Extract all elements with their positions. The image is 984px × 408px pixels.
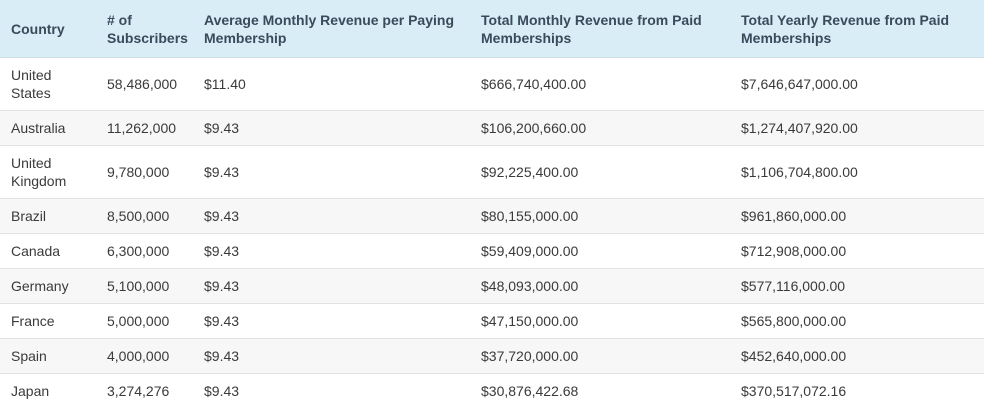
cell-total-monthly-revenue: $30,876,422.68 [471, 374, 731, 408]
cell-total-yearly-revenue: $712,908,000.00 [731, 234, 984, 269]
cell-subscribers: 58,486,000 [97, 58, 194, 111]
cell-total-yearly-revenue: $1,274,407,920.00 [731, 111, 984, 146]
cell-avg-monthly-revenue: $9.43 [194, 199, 471, 234]
cell-country: Canada [0, 234, 97, 269]
table-row: Canada 6,300,000 $9.43 $59,409,000.00 $7… [0, 234, 984, 269]
table-row: Japan 3,274,276 $9.43 $30,876,422.68 $37… [0, 374, 984, 408]
cell-country: Brazil [0, 199, 97, 234]
cell-subscribers: 5,000,000 [97, 304, 194, 339]
table-row: France 5,000,000 $9.43 $47,150,000.00 $5… [0, 304, 984, 339]
cell-total-monthly-revenue: $80,155,000.00 [471, 199, 731, 234]
cell-subscribers: 3,274,276 [97, 374, 194, 408]
cell-total-monthly-revenue: $59,409,000.00 [471, 234, 731, 269]
cell-avg-monthly-revenue: $9.43 [194, 146, 471, 199]
table-body: United States 58,486,000 $11.40 $666,740… [0, 58, 984, 408]
cell-country: Australia [0, 111, 97, 146]
cell-total-yearly-revenue: $370,517,072.16 [731, 374, 984, 408]
table-row: Germany 5,100,000 $9.43 $48,093,000.00 $… [0, 269, 984, 304]
cell-country: Japan [0, 374, 97, 408]
cell-subscribers: 11,262,000 [97, 111, 194, 146]
cell-total-monthly-revenue: $48,093,000.00 [471, 269, 731, 304]
table-row: United Kingdom 9,780,000 $9.43 $92,225,4… [0, 146, 984, 199]
header-subscribers: # of Subscribers [97, 0, 194, 58]
cell-subscribers: 4,000,000 [97, 339, 194, 374]
header-total-monthly-revenue: Total Monthly Revenue from Paid Membersh… [471, 0, 731, 58]
cell-total-monthly-revenue: $47,150,000.00 [471, 304, 731, 339]
header-row: Country # of Subscribers Average Monthly… [0, 0, 984, 58]
cell-avg-monthly-revenue: $9.43 [194, 304, 471, 339]
cell-subscribers: 6,300,000 [97, 234, 194, 269]
cell-subscribers: 8,500,000 [97, 199, 194, 234]
cell-country: United States [0, 58, 97, 111]
cell-total-yearly-revenue: $577,116,000.00 [731, 269, 984, 304]
cell-subscribers: 5,100,000 [97, 269, 194, 304]
header-total-yearly-revenue: Total Yearly Revenue from Paid Membershi… [731, 0, 984, 58]
cell-country: Spain [0, 339, 97, 374]
cell-country: France [0, 304, 97, 339]
cell-avg-monthly-revenue: $9.43 [194, 374, 471, 408]
cell-subscribers: 9,780,000 [97, 146, 194, 199]
table-row: Spain 4,000,000 $9.43 $37,720,000.00 $45… [0, 339, 984, 374]
cell-total-yearly-revenue: $1,106,704,800.00 [731, 146, 984, 199]
cell-total-monthly-revenue: $92,225,400.00 [471, 146, 731, 199]
table-header: Country # of Subscribers Average Monthly… [0, 0, 984, 58]
cell-avg-monthly-revenue: $9.43 [194, 269, 471, 304]
cell-country: Germany [0, 269, 97, 304]
header-avg-monthly-revenue: Average Monthly Revenue per Paying Membe… [194, 0, 471, 58]
table-row: Brazil 8,500,000 $9.43 $80,155,000.00 $9… [0, 199, 984, 234]
cell-total-monthly-revenue: $37,720,000.00 [471, 339, 731, 374]
cell-total-monthly-revenue: $106,200,660.00 [471, 111, 731, 146]
cell-avg-monthly-revenue: $9.43 [194, 111, 471, 146]
cell-avg-monthly-revenue: $11.40 [194, 58, 471, 111]
header-country: Country [0, 0, 97, 58]
cell-total-yearly-revenue: $7,646,647,000.00 [731, 58, 984, 111]
cell-total-yearly-revenue: $452,640,000.00 [731, 339, 984, 374]
cell-avg-monthly-revenue: $9.43 [194, 234, 471, 269]
cell-total-monthly-revenue: $666,740,400.00 [471, 58, 731, 111]
cell-total-yearly-revenue: $565,800,000.00 [731, 304, 984, 339]
cell-avg-monthly-revenue: $9.43 [194, 339, 471, 374]
cell-total-yearly-revenue: $961,860,000.00 [731, 199, 984, 234]
cell-country: United Kingdom [0, 146, 97, 199]
table-row: United States 58,486,000 $11.40 $666,740… [0, 58, 984, 111]
table-row: Australia 11,262,000 $9.43 $106,200,660.… [0, 111, 984, 146]
